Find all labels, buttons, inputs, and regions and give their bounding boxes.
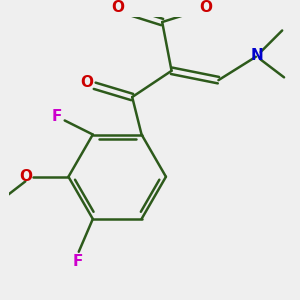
Text: F: F <box>52 109 62 124</box>
Text: O: O <box>19 169 32 184</box>
Text: N: N <box>250 48 263 63</box>
Text: O: O <box>112 0 124 14</box>
Text: F: F <box>73 254 83 268</box>
Text: O: O <box>200 0 213 14</box>
Text: O: O <box>80 74 93 89</box>
